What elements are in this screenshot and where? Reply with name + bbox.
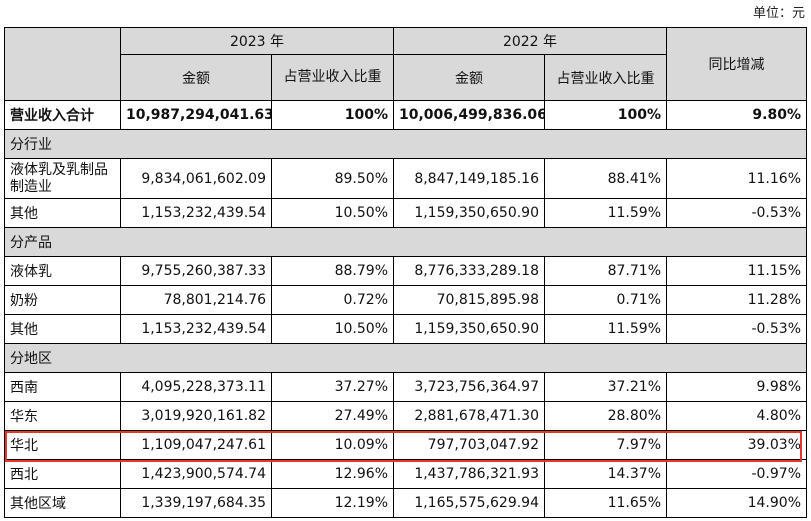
row-label: 其他 [4, 314, 121, 344]
section-title-product: 分产品 [4, 227, 807, 257]
row-label: 其他区域 [4, 488, 121, 518]
ratio-2023: 10.09% [271, 430, 394, 460]
row-label: 西南 [4, 372, 121, 402]
table-row: 其他 1,153,232,439.54 10.50% 1,159,350,650… [4, 314, 807, 344]
section-title-industry: 分行业 [4, 129, 807, 159]
ratio-2022: 88.41% [544, 158, 667, 199]
ratio-2022: 11.59% [544, 314, 667, 344]
header-year-row: 2023 年 2022 年 同比增减 [4, 27, 807, 101]
ratio-2022: 11.65% [544, 488, 667, 518]
amount-2022: 1,159,350,650.90 [393, 198, 545, 228]
amount-2022: 2,881,678,471.30 [393, 401, 545, 431]
amount-2022: 1,159,350,650.90 [393, 314, 545, 344]
total-ratio-2022: 100% [544, 100, 667, 130]
unit-label: 单位：元 [752, 6, 805, 21]
amount-2022: 3,723,756,364.97 [393, 372, 545, 402]
ratio-2023: 12.19% [271, 488, 394, 518]
yoy: 11.16% [666, 158, 807, 199]
ratio-2023: 27.49% [271, 401, 394, 431]
amount-2023: 78,801,214.76 [120, 285, 272, 315]
yoy: 4.80% [666, 401, 807, 431]
ratio-2022: 37.21% [544, 372, 667, 402]
header-ratio-2022: 占营业收入比重 [544, 54, 667, 101]
yoy: 14.90% [666, 488, 807, 518]
ratio-2023: 0.72% [271, 285, 394, 315]
amount-2022: 8,847,149,185.16 [393, 158, 545, 199]
ratio-2022: 28.80% [544, 401, 667, 431]
amount-2023: 9,755,260,387.33 [120, 256, 272, 286]
row-label: 奶粉 [4, 285, 121, 315]
yoy: -0.53% [666, 314, 807, 344]
header-amount-2022: 金额 [393, 54, 545, 101]
header-blank [4, 27, 121, 101]
amount-2023: 1,109,047,247.61 [120, 430, 272, 460]
header-col-row: 金额 占营业收入比重 金额 占营业收入比重 [5, 54, 807, 101]
ratio-2022: 11.59% [544, 198, 667, 228]
total-label: 营业收入合计 [4, 100, 121, 130]
row-label: 其他 [4, 198, 121, 228]
table-row: 液体乳及乳制品制造业 9,834,061,602.09 89.50% 8,847… [4, 158, 807, 199]
header-amount-2023: 金额 [120, 54, 272, 101]
ratio-2023: 12.96% [271, 459, 394, 489]
total-amount-2022: 10,006,499,836.06 [393, 100, 545, 130]
row-label: 华北 [4, 430, 121, 460]
header-yoy: 同比增减 [666, 27, 807, 101]
ratio-2022: 87.71% [544, 256, 667, 286]
row-label: 西北 [4, 459, 121, 489]
yoy: 11.15% [666, 256, 807, 286]
total-row: 营业收入合计 10,987,294,041.63 100% 10,006,499… [4, 100, 807, 130]
revenue-table: 2023 年 2022 年 同比增减 金额 占营业收入比重 金额 占营业收入比重… [4, 27, 807, 518]
table-row: 西北 1,423,900,574.74 12.96% 1,437,786,321… [4, 459, 807, 489]
amount-2022: 70,815,895.98 [393, 285, 545, 315]
total-ratio-2023: 100% [271, 100, 394, 130]
amount-2022: 1,165,575,629.94 [393, 488, 545, 518]
header-ratio-2023: 占营业收入比重 [271, 54, 394, 101]
table-row: 华东 3,019,920,161.82 27.49% 2,881,678,471… [4, 401, 807, 431]
header-2022: 2022 年 [393, 27, 667, 55]
total-yoy: 9.80% [666, 100, 807, 130]
ratio-2023: 37.27% [271, 372, 394, 402]
amount-2023: 3,019,920,161.82 [120, 401, 272, 431]
amount-2022: 1,437,786,321.93 [393, 459, 545, 489]
ratio-2022: 0.71% [544, 285, 667, 315]
section-row: 分地区 [4, 343, 807, 373]
amount-2023: 4,095,228,373.11 [120, 372, 272, 402]
total-amount-2023: 10,987,294,041.63 [120, 100, 272, 130]
ratio-2023: 10.50% [271, 314, 394, 344]
table-row: 液体乳 9,755,260,387.33 88.79% 8,776,333,28… [4, 256, 807, 286]
table-row-highlighted: 华北 1,109,047,247.61 10.09% 797,703,047.9… [4, 430, 807, 460]
table-row: 奶粉 78,801,214.76 0.72% 70,815,895.98 0.7… [4, 285, 807, 315]
table-row: 其他 1,153,232,439.54 10.50% 1,159,350,650… [4, 198, 807, 228]
ratio-2023: 10.50% [271, 198, 394, 228]
amount-2023: 1,423,900,574.74 [120, 459, 272, 489]
section-title-region: 分地区 [4, 343, 807, 373]
row-label: 液体乳 [4, 256, 121, 286]
table-row: 其他区域 1,339,197,684.35 12.19% 1,165,575,6… [4, 488, 807, 518]
yoy: -0.97% [666, 459, 807, 489]
row-label: 华东 [4, 401, 121, 431]
amount-2023: 9,834,061,602.09 [120, 158, 272, 199]
yoy: -0.53% [666, 198, 807, 228]
amount-2022: 8,776,333,289.18 [393, 256, 545, 286]
ratio-2022: 14.37% [544, 459, 667, 489]
amount-2022: 797,703,047.92 [393, 430, 545, 460]
amount-2023: 1,153,232,439.54 [120, 198, 272, 228]
amount-2023: 1,153,232,439.54 [120, 314, 272, 344]
ratio-2023: 89.50% [271, 158, 394, 199]
section-row: 分产品 [4, 227, 807, 257]
row-label: 液体乳及乳制品制造业 [4, 158, 121, 199]
yoy: 11.28% [666, 285, 807, 315]
amount-2023: 1,339,197,684.35 [120, 488, 272, 518]
table-row: 西南 4,095,228,373.11 37.27% 3,723,756,364… [4, 372, 807, 402]
ratio-2023: 88.79% [271, 256, 394, 286]
section-row: 分行业 [4, 129, 807, 159]
yoy: 39.03% [666, 430, 807, 460]
yoy: 9.98% [666, 372, 807, 402]
header-2023: 2023 年 [120, 27, 394, 55]
ratio-2022: 7.97% [544, 430, 667, 460]
